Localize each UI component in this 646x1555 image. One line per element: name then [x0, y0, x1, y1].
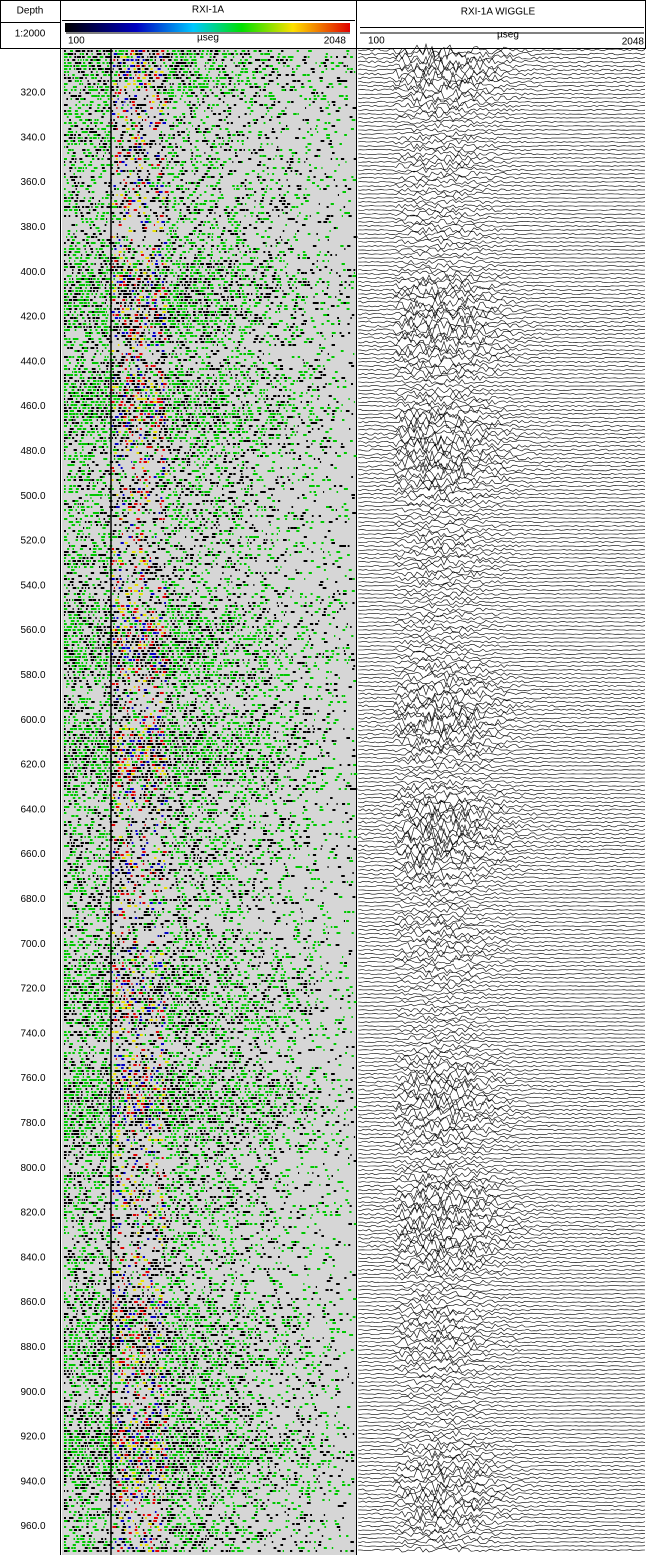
depth-label: 720.0 — [20, 984, 45, 995]
depth-title: Depth — [17, 6, 44, 17]
depth-label: 740.0 — [20, 1028, 45, 1039]
scale-max: 2048 — [622, 37, 645, 48]
depth-label: 360.0 — [20, 177, 45, 188]
wiggle-traces — [357, 42, 646, 1553]
depth-label: 780.0 — [20, 1118, 45, 1129]
scale-min: 100 — [368, 36, 385, 47]
depth-label: 440.0 — [20, 356, 45, 367]
depth-label: 340.0 — [20, 132, 45, 143]
depth-label: 860.0 — [20, 1297, 45, 1308]
track-title: RXI-1A WIGGLE — [461, 7, 536, 18]
depth-label: 940.0 — [20, 1476, 45, 1487]
depth-label: 540.0 — [20, 580, 45, 591]
scale-min: 100 — [68, 36, 85, 47]
depth-label: 700.0 — [20, 939, 45, 950]
depth-label: 320.0 — [20, 88, 45, 99]
depth-label: 580.0 — [20, 670, 45, 681]
vdl-track — [62, 49, 356, 1555]
color-bar — [65, 23, 350, 32]
depth-label: 800.0 — [20, 1163, 45, 1174]
depth-label: 420.0 — [20, 312, 45, 323]
vdl-texture — [63, 50, 358, 1552]
track-title: RXI-1A — [192, 5, 225, 16]
depth-label: 880.0 — [20, 1342, 45, 1353]
vdl-texture — [63, 50, 358, 1552]
scale-unit: µseg — [197, 33, 219, 44]
depth-label: 380.0 — [20, 222, 45, 233]
depth-label: 620.0 — [20, 760, 45, 771]
depth-label: 920.0 — [20, 1432, 45, 1443]
depth-label: 840.0 — [20, 1252, 45, 1263]
depth-label: 520.0 — [20, 536, 45, 547]
depth-label: 680.0 — [20, 894, 45, 905]
depth-label: 400.0 — [20, 267, 45, 278]
depth-label: 460.0 — [20, 401, 45, 412]
depth-label: 820.0 — [20, 1208, 45, 1219]
wiggle-image — [357, 42, 646, 1553]
depth-label: 760.0 — [20, 1073, 45, 1084]
depth-label: 480.0 — [20, 446, 45, 457]
depth-label: 660.0 — [20, 849, 45, 860]
depth-labels: 320.0 340.0 360.0 380.0 400.0 420.0 440.0 460.0… — [20, 88, 45, 1533]
depth-label: 960.0 — [20, 1521, 45, 1532]
depth-label: 900.0 — [20, 1387, 45, 1398]
depth-label: 500.0 — [20, 491, 45, 502]
vdl-texture — [110, 50, 169, 1552]
scale-unit: µseg — [497, 30, 519, 41]
depth-label: 560.0 — [20, 625, 45, 636]
depth-label: 600.0 — [20, 715, 45, 726]
depth-label: 640.0 — [20, 804, 45, 815]
depth-scale: 1:2000 — [15, 29, 46, 40]
vdl-image — [63, 49, 358, 1555]
scale-max: 2048 — [324, 36, 347, 47]
